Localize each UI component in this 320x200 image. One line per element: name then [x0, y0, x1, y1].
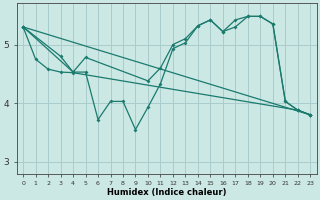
X-axis label: Humidex (Indice chaleur): Humidex (Indice chaleur)	[107, 188, 227, 197]
